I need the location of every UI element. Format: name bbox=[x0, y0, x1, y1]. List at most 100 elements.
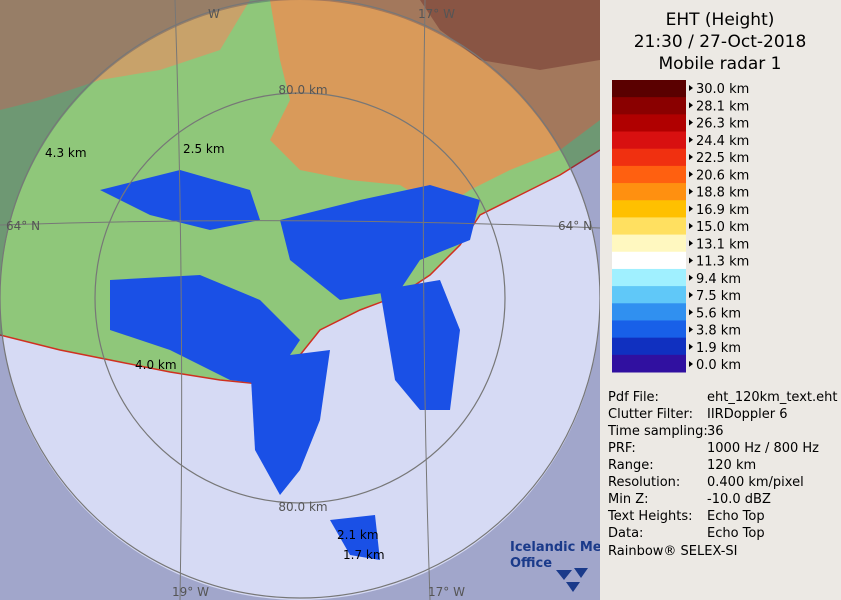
info-key: Resolution: bbox=[608, 475, 680, 490]
legend-tick bbox=[689, 171, 693, 178]
lat-label: 64° N bbox=[6, 219, 40, 233]
info-key: Clutter Filter: bbox=[608, 407, 693, 422]
info-value: Echo Top bbox=[707, 509, 765, 524]
info-value: eht_120km_text.eht bbox=[707, 390, 837, 405]
legend-label: 11.3 km bbox=[696, 255, 749, 270]
legend-swatch bbox=[612, 217, 686, 236]
out-of-range bbox=[0, 0, 600, 600]
radar-echoes bbox=[100, 170, 480, 560]
legend-tick bbox=[689, 292, 693, 298]
legend-tick bbox=[689, 343, 693, 350]
range-ring bbox=[0, 0, 600, 599]
info-key: Data: bbox=[608, 526, 643, 541]
coastline bbox=[0, 149, 600, 386]
time: 21:30 / 27-Oct-2018 bbox=[634, 32, 807, 52]
legend-swatch bbox=[612, 234, 686, 253]
height-label: 4.0 km bbox=[135, 358, 177, 372]
legend-swatch bbox=[612, 337, 686, 356]
height-label: 4.3 km bbox=[45, 146, 87, 160]
echo bbox=[330, 515, 380, 560]
legend-label: 20.6 km bbox=[696, 168, 749, 183]
info-key: Pdf File: bbox=[608, 390, 659, 405]
legend-tick bbox=[689, 309, 693, 316]
legend-tick bbox=[689, 85, 693, 91]
info-value: -10.0 dBZ bbox=[707, 492, 771, 507]
info-table: Pdf File: eht_120km_text.eht Clutter Filte… bbox=[607, 390, 837, 541]
legend-swatch bbox=[612, 320, 686, 339]
lat-label: 64° N bbox=[558, 219, 592, 233]
legend-label: 9.4 km bbox=[696, 272, 741, 287]
info-value: 0.400 km/pixel bbox=[707, 475, 804, 490]
legend-swatch bbox=[612, 251, 686, 270]
echo bbox=[280, 185, 480, 300]
info-value: 36 bbox=[707, 424, 724, 439]
legend-label: 16.9 km bbox=[696, 203, 749, 218]
legend-swatch bbox=[612, 268, 686, 287]
legend-label: 7.5 km bbox=[696, 289, 741, 304]
info-key: Min Z: bbox=[608, 492, 649, 507]
legend-swatch bbox=[612, 303, 686, 321]
legend: 30.0 km 28.1 km 26.3 km 24.4 km 22.5 km 20.6 … bbox=[612, 80, 749, 373]
logo-text: Icelandic Met bbox=[510, 540, 608, 555]
lon-label: 17° W bbox=[428, 585, 465, 599]
logo-mark bbox=[556, 568, 588, 592]
echo bbox=[250, 350, 330, 495]
lon-label: 19° W bbox=[172, 585, 209, 599]
height-label: 2.1 km bbox=[337, 528, 379, 542]
legend-label: 13.1 km bbox=[696, 237, 749, 252]
legend-tick bbox=[689, 361, 693, 367]
legend-tick bbox=[689, 136, 693, 143]
legend-swatch bbox=[612, 131, 686, 150]
ring-label: 80.0 km bbox=[278, 500, 327, 514]
legend-swatch bbox=[612, 114, 686, 133]
legend-tick bbox=[689, 102, 693, 109]
legend-label: 26.3 km bbox=[696, 117, 749, 132]
legend-swatch bbox=[612, 200, 686, 218]
legend-tick bbox=[689, 326, 693, 333]
legend-tick bbox=[689, 188, 693, 195]
legend-tick bbox=[689, 154, 693, 160]
legend-swatch bbox=[612, 148, 686, 167]
footer: Rainbow® SELEX-SI bbox=[608, 544, 738, 559]
highland bbox=[0, 0, 250, 110]
range-ring bbox=[94, 92, 506, 504]
legend-swatch bbox=[612, 183, 686, 201]
legend-tick bbox=[689, 119, 693, 126]
highland bbox=[420, 0, 600, 70]
info-value: 120 km bbox=[707, 458, 756, 473]
legend-tick bbox=[689, 205, 693, 212]
height-label: 2.5 km bbox=[183, 142, 225, 156]
legend-label: 3.8 km bbox=[696, 324, 741, 339]
legend-tick bbox=[689, 257, 693, 264]
legend-label: 0.0 km bbox=[696, 358, 741, 373]
legend-swatch bbox=[612, 286, 686, 304]
info-value: 1000 Hz / 800 Hz bbox=[707, 441, 819, 456]
info-key: PRF: bbox=[608, 441, 636, 456]
legend-tick bbox=[689, 240, 693, 247]
echo bbox=[110, 275, 300, 385]
height-label: 1.7 km bbox=[343, 548, 385, 562]
info-key: Range: bbox=[608, 458, 654, 473]
legend-label: 30.0 km bbox=[696, 82, 749, 97]
lon-label: W bbox=[208, 7, 220, 21]
legend-tick bbox=[689, 274, 693, 281]
legend-label: 15.0 km bbox=[696, 220, 749, 235]
info-value: Echo Top bbox=[707, 526, 765, 541]
logo-text: Office bbox=[510, 556, 552, 571]
legend-label: 18.8 km bbox=[696, 186, 749, 201]
info-key: Time sampling: bbox=[607, 424, 708, 439]
legend-label: 28.1 km bbox=[696, 99, 749, 114]
info-value: IIRDoppler 6 bbox=[707, 407, 788, 422]
title: EHT (Height) bbox=[666, 10, 775, 30]
legend-swatch bbox=[612, 80, 686, 98]
info-key: Text Heights: bbox=[607, 509, 693, 524]
graticule bbox=[0, 0, 600, 600]
legend-tick bbox=[689, 223, 693, 229]
lon-label: 17° W bbox=[418, 7, 455, 21]
ring-label: 80.0 km bbox=[278, 83, 327, 97]
map: 80.0 km 80.0 km 64° N 64° N W 17° W 19° … bbox=[0, 0, 608, 600]
radar-name: Mobile radar 1 bbox=[659, 54, 782, 74]
legend-label: 24.4 km bbox=[696, 134, 749, 149]
legend-swatch bbox=[612, 354, 686, 373]
